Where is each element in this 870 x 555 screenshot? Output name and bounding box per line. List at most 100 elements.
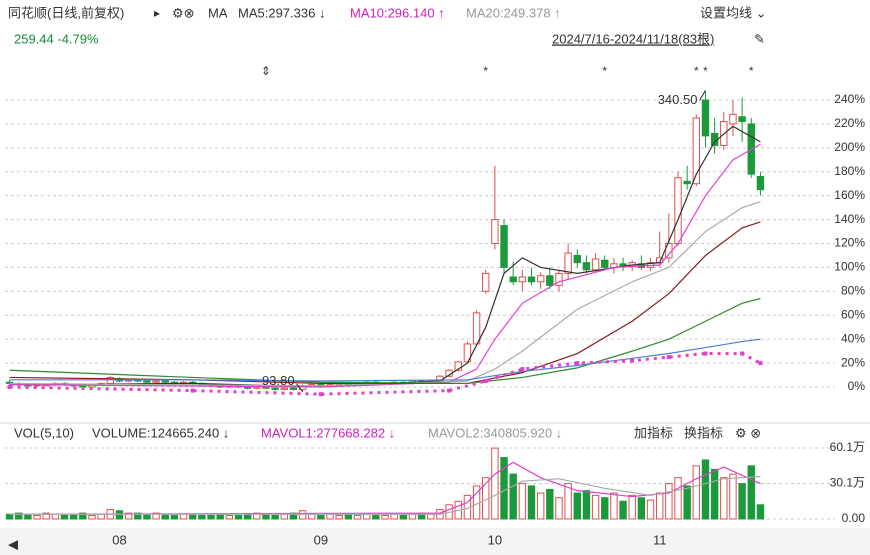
volume-bar bbox=[15, 512, 23, 520]
add-indicator[interactable]: 加指标 bbox=[634, 425, 673, 440]
volume-bar bbox=[69, 513, 78, 520]
event-marker: * bbox=[749, 64, 754, 78]
volume-bar bbox=[243, 513, 252, 520]
annotation-arrow bbox=[699, 90, 706, 101]
volume-bar bbox=[51, 513, 60, 520]
ma-settings[interactable]: 设置均线 ⌄ bbox=[700, 5, 767, 20]
volume-bar bbox=[335, 514, 343, 520]
volume-bar bbox=[189, 513, 197, 520]
volume-bar bbox=[97, 513, 105, 520]
volume-bar bbox=[42, 512, 50, 520]
annotation-label: 340.50 bbox=[658, 92, 698, 107]
volume-bar bbox=[280, 513, 288, 520]
x-tick-label: 08 bbox=[112, 532, 126, 547]
candle-body bbox=[454, 361, 462, 371]
volume-bar bbox=[555, 497, 563, 520]
dot-marker bbox=[483, 379, 488, 384]
candle-body bbox=[564, 252, 572, 274]
volume-bar bbox=[408, 513, 417, 520]
volume-bar bbox=[646, 499, 655, 520]
volume-bar bbox=[692, 465, 701, 520]
volume-bar bbox=[628, 494, 636, 520]
event-marker: * bbox=[602, 64, 607, 78]
change-indicator[interactable]: 换指标 bbox=[684, 425, 723, 440]
candle-body bbox=[79, 385, 87, 388]
volume-bar bbox=[701, 459, 710, 520]
scroll-arrow[interactable]: ◀ bbox=[8, 536, 18, 551]
candle-body bbox=[161, 380, 169, 383]
settings-icons[interactable]: ⚙⊗ bbox=[172, 5, 195, 20]
event-marker: * bbox=[703, 64, 708, 78]
ma-line bbox=[9, 338, 761, 382]
y-tick-label: 0% bbox=[848, 379, 866, 393]
candle-body bbox=[692, 117, 701, 185]
candle-body bbox=[289, 387, 298, 390]
volume-bar bbox=[683, 485, 691, 520]
candle-body bbox=[701, 99, 710, 137]
volume-bar bbox=[610, 492, 618, 520]
volume-bar bbox=[5, 513, 14, 520]
volume-bar bbox=[582, 490, 591, 520]
candle-body bbox=[536, 275, 545, 283]
y-tick-label: 240% bbox=[834, 92, 865, 106]
ma20-legend: MA20:249.378 ↑ bbox=[466, 5, 561, 20]
volume-bar bbox=[747, 465, 755, 520]
volume-bar bbox=[536, 492, 545, 520]
dot-marker bbox=[575, 361, 580, 366]
x-tick-label: 10 bbox=[488, 532, 502, 547]
mavol2-legend: MAVOL2:340805.920 ↓ bbox=[428, 425, 562, 440]
volume-bar bbox=[353, 514, 362, 520]
candle-body bbox=[674, 177, 682, 245]
y-tick-label: 60% bbox=[841, 307, 865, 321]
candle-body bbox=[243, 386, 252, 389]
candle-body bbox=[280, 387, 288, 390]
volume-bar bbox=[198, 514, 206, 520]
volume-bar bbox=[674, 477, 682, 520]
dot-marker bbox=[703, 351, 708, 356]
ma-line bbox=[9, 475, 761, 515]
indicator-icons[interactable]: ⚙ ⊗ bbox=[735, 425, 761, 440]
y-tick-label: 120% bbox=[834, 236, 865, 250]
volume-bar bbox=[491, 447, 499, 520]
candle-body bbox=[518, 276, 527, 283]
y-tick-label: 80% bbox=[841, 284, 865, 298]
candle-body bbox=[683, 180, 691, 185]
volume-bar bbox=[143, 513, 151, 520]
volume-bar bbox=[344, 513, 353, 520]
volume-bar bbox=[271, 514, 279, 520]
expand-arrow[interactable]: ▸ bbox=[154, 6, 160, 20]
volume-bar bbox=[234, 514, 243, 520]
volume-bar bbox=[738, 483, 746, 520]
ma5-legend: MA5:297.336 ↓ bbox=[238, 5, 325, 20]
volume-bar bbox=[729, 473, 737, 520]
annotation-label: 93.80 bbox=[262, 373, 295, 388]
candle-body bbox=[152, 380, 160, 383]
ma-line bbox=[9, 461, 761, 515]
date-range: 2024/7/16-2024/11/18(83根) bbox=[552, 31, 714, 46]
y-tick-label: 140% bbox=[834, 212, 865, 226]
x-tick-label: 09 bbox=[314, 532, 328, 547]
volume-bar bbox=[60, 514, 69, 520]
volume-bar bbox=[720, 477, 728, 520]
candle-body bbox=[472, 312, 481, 345]
volume-legend: VOLUME:124665.240 ↓ bbox=[92, 425, 229, 440]
y-tick-label: 20% bbox=[841, 355, 865, 369]
volume-bar bbox=[161, 513, 169, 520]
volume-bar bbox=[527, 485, 536, 520]
candle-body bbox=[253, 386, 261, 389]
volume-bar bbox=[546, 488, 554, 520]
volume-bar bbox=[381, 514, 389, 520]
vol-label: VOL(5,10) bbox=[14, 425, 74, 440]
volume-bar bbox=[637, 497, 646, 520]
candle-body bbox=[500, 225, 508, 268]
volume-bar bbox=[564, 483, 572, 520]
candle-body bbox=[491, 219, 499, 244]
x-axis-band bbox=[0, 528, 870, 555]
y-tick-label: 220% bbox=[834, 116, 865, 130]
volume-bar bbox=[591, 494, 600, 520]
pin-icon[interactable]: ✎ bbox=[754, 31, 765, 46]
volume-bar bbox=[518, 483, 527, 520]
volume-bar bbox=[573, 492, 581, 520]
